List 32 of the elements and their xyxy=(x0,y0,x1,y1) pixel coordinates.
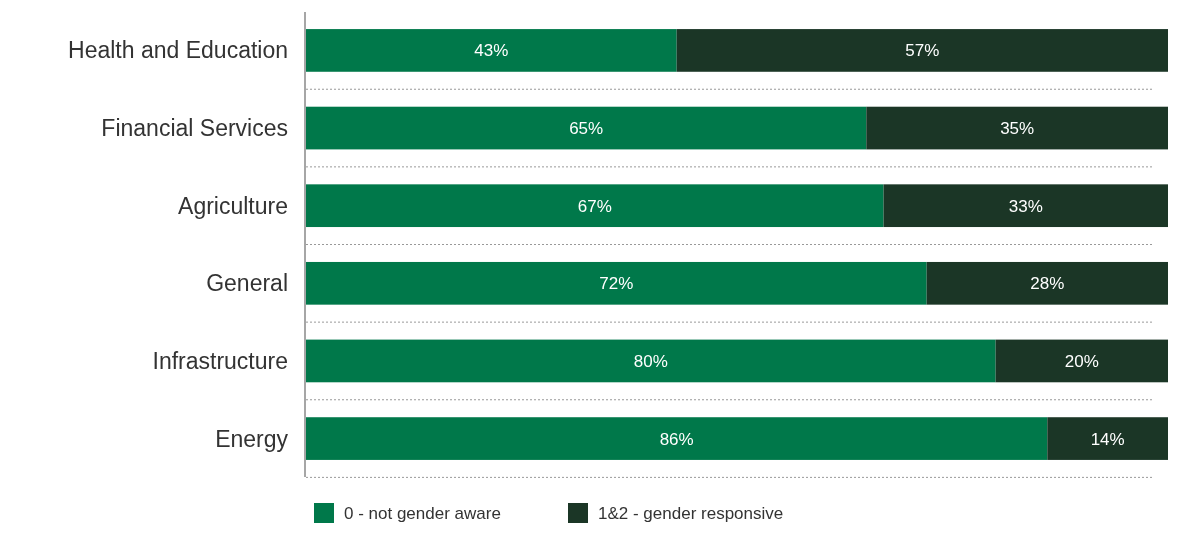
bar xyxy=(306,29,677,72)
y-tick-label: Health and Education xyxy=(68,37,288,64)
data-label: 14% xyxy=(1090,429,1125,449)
y-tick-label: Energy xyxy=(215,425,289,452)
bar xyxy=(866,106,1168,150)
bar xyxy=(306,339,996,383)
bar xyxy=(306,106,867,150)
y-tick-label: Agriculture xyxy=(178,192,288,219)
legend-label: 1&2 - gender responsive xyxy=(598,503,784,523)
legend-label: 0 - not gender aware xyxy=(344,503,501,523)
bar xyxy=(926,261,1168,305)
data-label: 80% xyxy=(633,351,668,371)
bar xyxy=(306,184,884,228)
y-tick-label: General xyxy=(206,270,288,297)
bar xyxy=(306,417,1048,460)
y-tick-label: Infrastructure xyxy=(152,347,288,374)
bar xyxy=(995,339,1168,383)
bar xyxy=(306,261,927,305)
bar xyxy=(676,29,1168,72)
data-label: 65% xyxy=(569,119,604,139)
data-label: 86% xyxy=(659,429,694,449)
data-label: 43% xyxy=(474,41,509,61)
bar xyxy=(883,184,1168,228)
data-label: 67% xyxy=(577,196,612,216)
bar xyxy=(1047,417,1168,460)
data-label: 20% xyxy=(1064,351,1099,371)
data-label: 33% xyxy=(1008,196,1043,216)
data-label: 28% xyxy=(1030,274,1065,294)
y-tick-label: Financial Services xyxy=(101,115,288,142)
data-label: 72% xyxy=(599,274,634,294)
data-label: 35% xyxy=(1000,119,1035,139)
data-label: 57% xyxy=(905,41,940,61)
